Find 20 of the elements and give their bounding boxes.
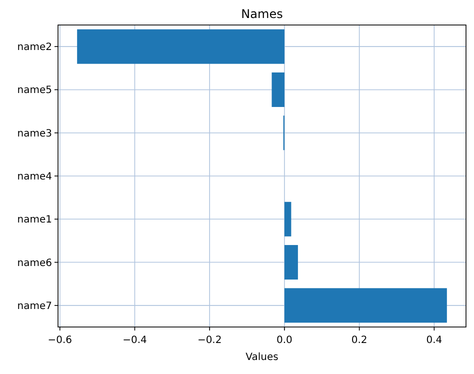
bar: [272, 72, 284, 107]
x-tick-label: −0.6: [48, 335, 72, 346]
y-tick-label: name2: [17, 42, 52, 54]
bar: [284, 245, 298, 280]
bar: [77, 29, 284, 64]
y-tick-label: name3: [17, 128, 52, 140]
y-tick-label: name4: [17, 172, 52, 182]
x-tick-label: 0.0: [276, 335, 292, 346]
x-axis-title: Values: [246, 352, 278, 363]
y-tick-label: name7: [17, 300, 52, 312]
bar: [284, 288, 447, 323]
chart-title: Names: [241, 7, 283, 21]
bar: [284, 202, 292, 236]
x-tick-label: 0.4: [426, 335, 442, 346]
x-tick-label: 0.2: [351, 335, 368, 346]
y-tick-label: name6: [17, 258, 52, 269]
x-tick-label: −0.4: [122, 335, 147, 346]
x-tick-label: −0.2: [197, 335, 222, 346]
y-tick-label: name1: [17, 214, 52, 226]
y-tick-label: name5: [17, 85, 52, 96]
